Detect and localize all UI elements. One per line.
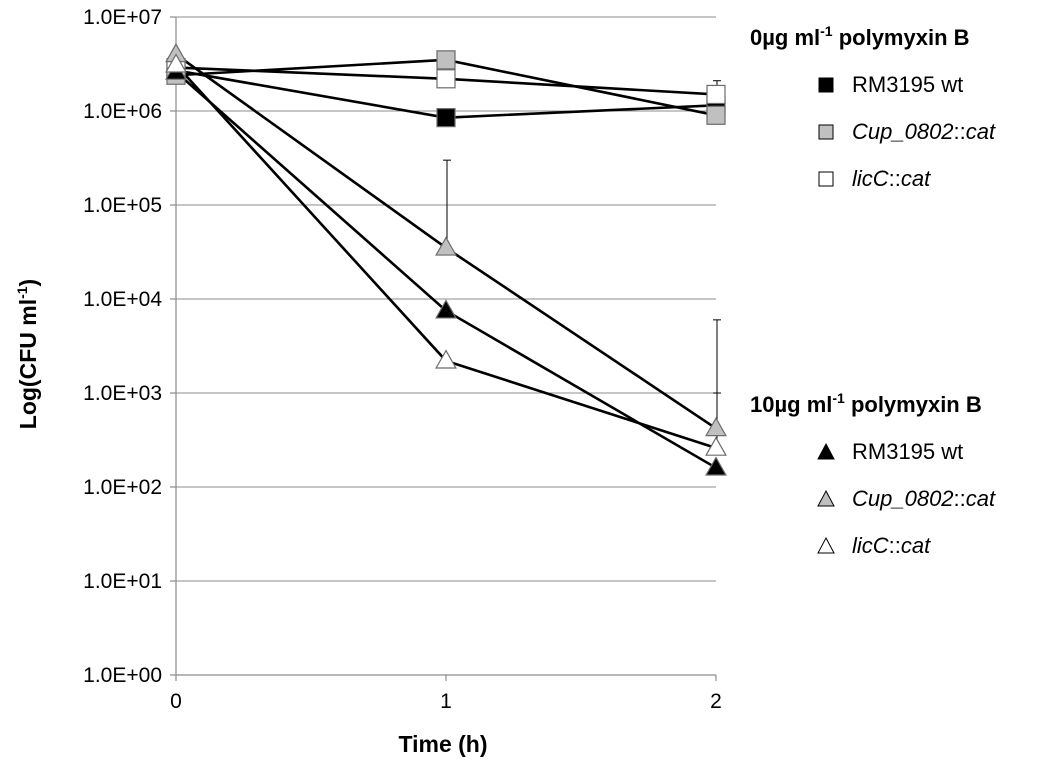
y-tick-label-3: 1.0E+04 bbox=[83, 288, 162, 311]
point-0ug-2-2 bbox=[706, 84, 726, 105]
series-line-10ug-0 bbox=[175, 71, 717, 469]
point-0ug-2-1 bbox=[436, 69, 456, 89]
legend-label-10ug-0: RM3195 wt bbox=[852, 439, 963, 464]
legend-marker-10ug-0 bbox=[817, 442, 835, 460]
point-0ug-1-2 bbox=[706, 105, 726, 125]
y-tick-label-5: 1.0E+02 bbox=[83, 476, 162, 499]
legend-marker-10ug-2 bbox=[817, 536, 835, 554]
point-10ug-0-2 bbox=[705, 456, 727, 476]
y-axis-title-close: ) bbox=[15, 279, 41, 287]
point-0ug-1-1 bbox=[436, 50, 456, 70]
axes bbox=[170, 16, 717, 681]
point-10ug-1-1 bbox=[435, 236, 457, 256]
point-0ug-0-1 bbox=[436, 108, 456, 128]
point-10ug-2-2 bbox=[705, 436, 727, 456]
y-tick-label-2: 1.0E+05 bbox=[83, 194, 162, 217]
legend-label-0ug-0: RM3195 wt bbox=[852, 72, 963, 97]
point-10ug-2-1 bbox=[435, 349, 457, 369]
legend-label-10ug-1: Cup_0802::cat bbox=[852, 486, 996, 511]
legend-marker-0ug-1 bbox=[818, 124, 834, 140]
point-10ug-2-0 bbox=[165, 53, 187, 73]
y-tick-labels: 1.0E+07 1.0E+06 1.0E+05 1.0E+04 1.0E+03 1.0E+… bbox=[83, 6, 162, 687]
x-tick-label-0: 0 bbox=[170, 690, 182, 713]
y-axis-title: Log(CFU ml-1) bbox=[14, 279, 41, 429]
series-markers bbox=[165, 42, 727, 476]
legend-label-0ug-2: licC::cat bbox=[852, 166, 931, 191]
x-tick-label-1: 1 bbox=[440, 690, 452, 713]
y-axis-title-main: Log(CFU ml bbox=[15, 299, 41, 429]
x-axis-title: Time (h) bbox=[398, 731, 487, 757]
legend-label-0ug-1: Cup_0802::cat bbox=[852, 119, 996, 144]
y-tick-label-6: 1.0E+01 bbox=[83, 570, 162, 593]
legend-marker-0ug-0 bbox=[818, 77, 834, 93]
legend-label-10ug-2: licC::cat bbox=[852, 533, 931, 558]
y-tick-label-0: 1.0E+07 bbox=[83, 6, 162, 29]
y-tick-label-7: 1.0E+00 bbox=[83, 664, 162, 687]
y-tick-label-4: 1.0E+03 bbox=[83, 382, 162, 405]
y-axis-title-sup: -1 bbox=[14, 286, 30, 299]
y-tick-label-1: 1.0E+06 bbox=[83, 100, 162, 123]
x-tick-labels: 0 1 2 bbox=[170, 690, 722, 713]
x-tick-label-2: 2 bbox=[710, 690, 722, 713]
legend-heading-10ug: 10µg ml-1 polymyxin B bbox=[750, 390, 982, 417]
point-10ug-0-1 bbox=[435, 299, 457, 319]
legend-marker-0ug-2 bbox=[818, 171, 834, 187]
point-10ug-1-2 bbox=[705, 416, 727, 437]
legend-marker-10ug-1 bbox=[817, 489, 835, 507]
legend-heading-0ug: 0µg ml-1 polymyxin B bbox=[750, 23, 970, 50]
grid-lines bbox=[176, 16, 716, 582]
